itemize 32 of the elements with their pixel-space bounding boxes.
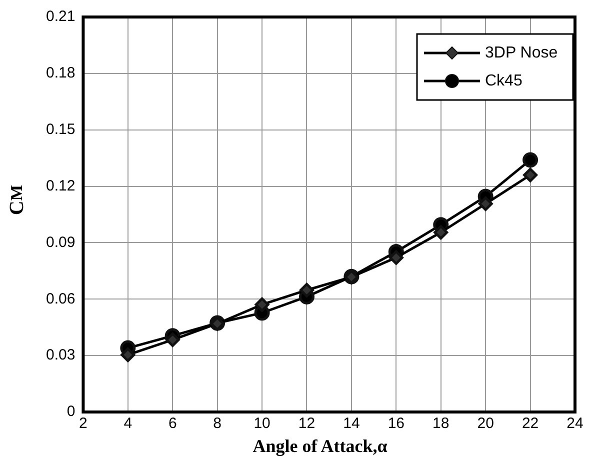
y-tick-label: 0.12 <box>46 177 76 194</box>
point <box>165 332 180 348</box>
x-tick-label: 20 <box>477 415 494 432</box>
x-tick-label: 16 <box>388 415 405 432</box>
point <box>388 250 404 265</box>
point <box>120 348 136 362</box>
point <box>522 152 538 168</box>
x-tick-label: 12 <box>298 415 316 432</box>
x-tick-label: 10 <box>254 415 270 432</box>
y-tick-label: 0 <box>66 403 76 420</box>
x-tick-label: 8 <box>213 415 222 432</box>
point <box>523 168 538 182</box>
x-tick-label: 22 <box>522 415 539 432</box>
y-tick-label: 0.06 <box>46 290 76 308</box>
x-tick-label: 14 <box>343 415 360 432</box>
legend-label: 3DP Nose <box>485 44 558 62</box>
y-tick-label: 0.09 <box>46 234 76 251</box>
x-tick-label: 6 <box>168 415 177 432</box>
y-tick-label: 0.15 <box>46 121 76 138</box>
x-axis-title: Angle of Attack,α <box>252 436 388 457</box>
x-tick-label: 2 <box>79 415 88 432</box>
point <box>478 196 493 212</box>
legend-label: Ck45 <box>485 72 522 90</box>
x-tick-label: 4 <box>124 415 132 432</box>
point <box>299 282 314 298</box>
point <box>434 225 448 240</box>
x-tick-label: 24 <box>566 415 584 432</box>
x-tick-label: 18 <box>432 415 450 432</box>
y-tick-label: 0.18 <box>46 64 76 82</box>
point <box>254 297 270 312</box>
y-tick-label: 0.03 <box>46 346 76 364</box>
y-tick-label: 0.21 <box>46 8 76 26</box>
